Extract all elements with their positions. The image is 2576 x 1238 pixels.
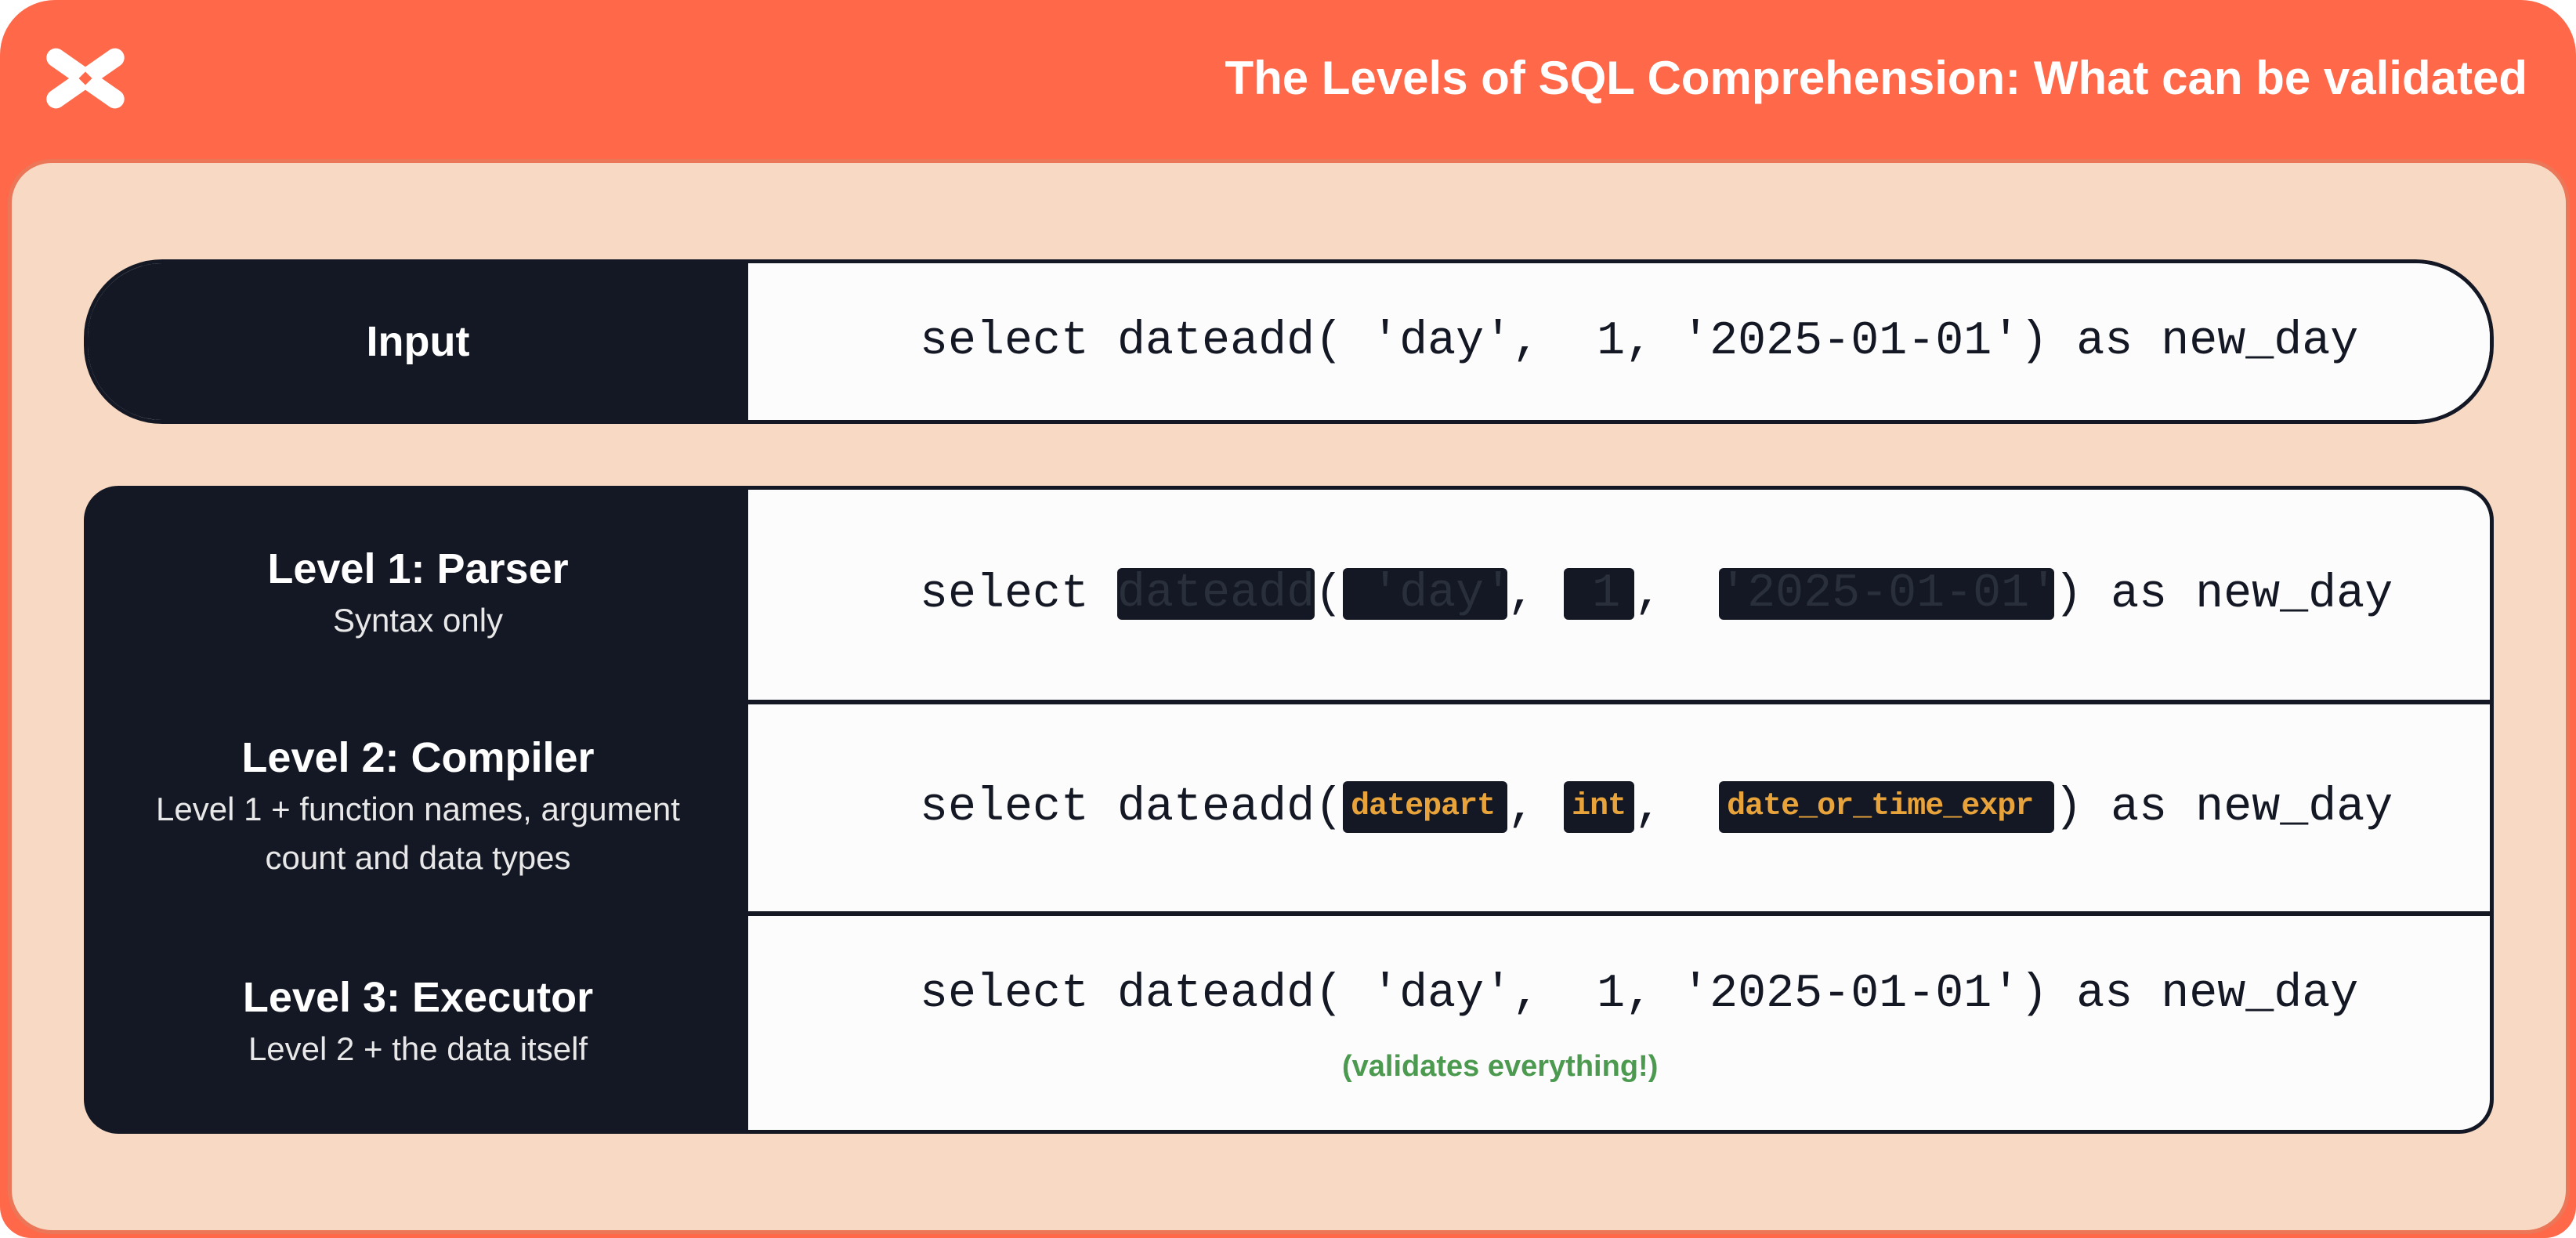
level-2-label-cell: Level 2: Compiler Level 1 + function nam… (88, 704, 748, 911)
code-text (1536, 781, 1564, 834)
redacted-arg-1: 'day' (1343, 567, 1513, 621)
code-text (1662, 568, 1691, 621)
level-1-code: select dateadd( 'day', 1, '2025-01-01') … (920, 563, 2393, 626)
dbt-logo-icon (46, 48, 125, 109)
level-2-subtitle-line-1: Level 1 + function names, argument (156, 791, 680, 827)
input-row: Input select dateadd( 'day', 1, '2025-01… (84, 259, 2494, 424)
level-2-title: Level 2: Compiler (241, 734, 595, 781)
level-3-code: select dateadd( 'day', 1, '2025-01-01') … (920, 968, 2359, 1021)
page-title: The Levels of SQL Comprehension: What ca… (1225, 52, 2527, 104)
code-text: , (1634, 568, 1663, 621)
level-1-code-cell: select dateadd( 'day', 1, '2025-01-01') … (748, 490, 2490, 700)
validates-note: (validates everything!) (1342, 1050, 1659, 1083)
code-text: , (1507, 568, 1536, 621)
code-text (1536, 568, 1564, 621)
code-text: select (920, 568, 1118, 621)
input-label: Input (366, 318, 470, 365)
redacted-arg-3: '2025-01-01' (1719, 567, 2058, 621)
type-datepart: datepart (1343, 781, 1508, 834)
code-text: , (1507, 781, 1536, 834)
code-text: ( (1315, 568, 1344, 621)
redacted-arg-2: 1 (1564, 568, 1635, 621)
level-2-code: select dateadd(datepart, int, date_or_ti… (920, 776, 2393, 839)
input-code-cell: select dateadd( 'day', 1, '2025-01-01') … (748, 263, 2490, 420)
redacted-function-name: dateadd (1117, 567, 1315, 621)
code-text: ) as new_day (2054, 781, 2393, 834)
level-3-label-cell: Level 3: Executor Level 2 + the data its… (88, 916, 748, 1130)
input-label-cell: Input (88, 263, 748, 420)
code-text: , (1634, 781, 1663, 834)
level-2-subtitle-line-2: count and data types (265, 839, 571, 876)
code-text (1662, 781, 1691, 834)
level-3-title: Level 3: Executor (242, 973, 594, 1021)
level-1-subtitle: Syntax only (332, 602, 504, 639)
type-int: int (1564, 781, 1635, 834)
code-text: ) as new_day (2054, 568, 2393, 621)
level-3-code-cell: select dateadd( 'day', 1, '2025-01-01') … (748, 916, 2490, 1130)
level-1-title: Level 1: Parser (267, 545, 569, 592)
level-2-code-cell: select dateadd(datepart, int, date_or_ti… (748, 704, 2490, 911)
input-code: select dateadd( 'day', 1, '2025-01-01') … (920, 315, 2359, 368)
levels-table: Level 1: Parser Syntax only select datea… (84, 486, 2494, 1134)
level-1-label-cell: Level 1: Parser Syntax only (88, 490, 748, 700)
code-text: select dateadd( (920, 781, 1344, 834)
level-3-subtitle: Level 2 + the data itself (248, 1030, 588, 1067)
type-date-or-time-expr: date_or_time_expr (1719, 781, 2055, 834)
